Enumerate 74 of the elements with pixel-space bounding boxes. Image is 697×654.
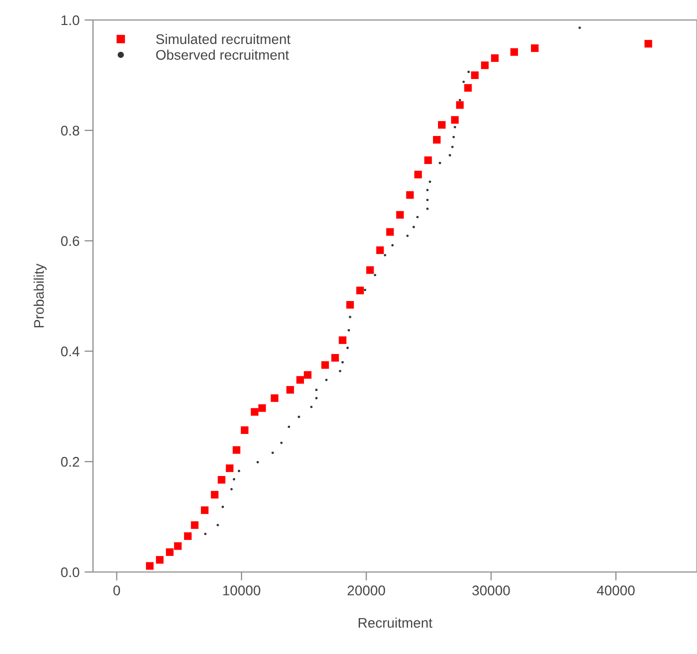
point: [458, 98, 462, 102]
point: [338, 370, 342, 372]
point: [304, 371, 312, 379]
point: [456, 101, 464, 109]
point: [226, 464, 234, 472]
point: [424, 156, 432, 164]
point: [270, 394, 278, 402]
point: [451, 146, 454, 148]
x-tick-label: 0: [113, 586, 120, 596]
point: [315, 388, 318, 392]
point: [454, 126, 456, 128]
y-tick-label: 1.0: [62, 15, 80, 26]
point: [298, 416, 300, 418]
point: [325, 378, 328, 382]
y-tick-label: 0.6: [61, 236, 80, 246]
point: [232, 446, 240, 454]
x-axis-title: Recruitment: [358, 618, 432, 628]
point: [384, 254, 386, 256]
point: [414, 170, 422, 178]
point: [156, 556, 164, 564]
point: [338, 336, 346, 344]
point: [280, 442, 283, 444]
point: [406, 191, 414, 199]
point: [396, 211, 404, 219]
point: [204, 532, 207, 536]
point: [321, 361, 329, 369]
point: [166, 548, 174, 556]
point: [315, 396, 318, 400]
y-tick-label: 0.8: [61, 126, 80, 136]
x-tick-label: 10000: [223, 586, 260, 596]
point: [310, 406, 313, 408]
y-tick-label: 0.2: [61, 456, 80, 467]
point: [200, 506, 208, 514]
point: [288, 426, 290, 428]
point: [240, 426, 248, 434]
point: [644, 40, 652, 48]
point: [433, 136, 441, 144]
point: [250, 408, 258, 416]
point: [491, 54, 499, 62]
legend-label: Observed recruitment: [156, 50, 289, 60]
point: [530, 44, 539, 52]
point: [438, 121, 446, 129]
point: [190, 521, 199, 529]
point: [184, 532, 192, 540]
x-tick-label: 30000: [472, 586, 510, 596]
x-tick-label: 20000: [348, 586, 386, 596]
point: [331, 354, 339, 362]
legend-label: Simulated recruitment: [156, 34, 290, 44]
point: [296, 376, 304, 384]
point: [210, 490, 218, 499]
point: [218, 476, 226, 484]
y-tick-label: 0.0: [61, 567, 80, 578]
point: [452, 136, 455, 138]
point: [406, 234, 409, 238]
y-tick-label: 0.4: [61, 346, 80, 356]
point: [510, 48, 518, 56]
point: [386, 228, 394, 236]
point: [481, 61, 489, 70]
x-tick-label: 40000: [596, 586, 635, 596]
point: [258, 404, 266, 412]
point: [464, 84, 472, 92]
point: [471, 71, 479, 80]
point: [376, 246, 384, 254]
point: [451, 116, 459, 124]
point: [467, 70, 470, 74]
point: [346, 301, 354, 309]
point: [286, 386, 294, 394]
point: [366, 266, 374, 274]
point: [146, 562, 154, 570]
point: [462, 80, 465, 84]
point: [174, 542, 182, 550]
y-axis-title: Probability: [34, 264, 47, 328]
point: [356, 286, 364, 294]
point: [346, 346, 349, 350]
